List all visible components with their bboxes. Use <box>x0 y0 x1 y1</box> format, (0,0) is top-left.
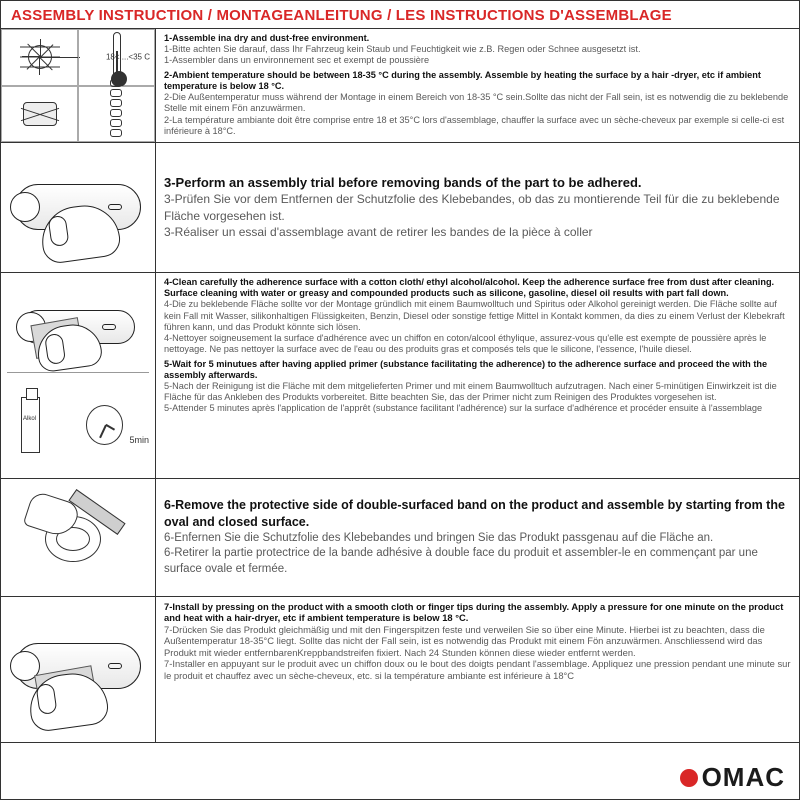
step-6-de: 6-Enfernen Sie die Schutzfolie des Klebe… <box>164 531 791 547</box>
illustration-peel-tape <box>1 479 156 596</box>
illustration-trial <box>1 143 156 272</box>
step-6-fr: 6-Retirer la partie protectrice de la ba… <box>164 546 791 577</box>
clock-label: 5min <box>129 435 149 445</box>
step-text-5: 7-Install by pressing on the product wit… <box>156 597 799 742</box>
brand-logo: OMAC <box>680 762 785 793</box>
step-7-fr: 7-Installer en appuyant sur le produit a… <box>164 658 791 681</box>
thermometer-icon: 18< ...<35 C <box>78 29 155 86</box>
step-7-en: 7-Install by pressing on the product wit… <box>164 601 791 624</box>
no-moisture-icon <box>1 86 78 143</box>
step-text-1: 1-Assemble ina dry and dust-free environ… <box>156 29 799 142</box>
snow-chain-icon <box>78 86 155 143</box>
step-text-4: 6-Remove the protective side of double-s… <box>156 479 799 596</box>
step-6-en: 6-Remove the protective side of double-s… <box>164 497 791 531</box>
step-4-en: 4-Clean carefully the adherence surface … <box>164 277 791 299</box>
step-5-fr: 5-Attender 5 minutes après l'application… <box>164 403 791 414</box>
step-4-de: 4-Die zu beklebende Fläche sollte vor de… <box>164 299 791 333</box>
step-1-en: 1-Assemble ina dry and dust-free environ… <box>164 33 791 44</box>
step-2-de: 2-Die Außentemperatur muss während der M… <box>164 92 791 114</box>
step-text-2: 3-Perform an assembly trial before remov… <box>156 143 799 272</box>
step-4-fr: 4-Nettoyer soigneusement la surface d'ad… <box>164 333 791 355</box>
illustration-clean-primer: Alkol 5min <box>1 273 156 478</box>
illustration-weather: 18< ...<35 C <box>1 29 156 142</box>
logo-dot-icon <box>680 769 698 787</box>
step-5-de: 5-Nach der Reinigung ist die Fläche mit … <box>164 381 791 403</box>
illustration-press-install <box>1 597 156 742</box>
step-2-fr: 2-La température ambiante doit être comp… <box>164 115 791 137</box>
bottle-label: Alkol <box>23 416 36 422</box>
instruction-rows: 18< ...<35 C 1-Assemble ina dry and dust… <box>1 29 799 743</box>
step-3-fr: 3-Réaliser un essai d'assemblage avant d… <box>164 224 791 240</box>
primer-bottle-icon: Alkol <box>21 397 40 453</box>
page-title: ASSEMBLY INSTRUCTION / MONTAGEANLEITUNG … <box>1 1 799 29</box>
step-row-2: 3-Perform an assembly trial before remov… <box>1 143 799 273</box>
step-1-de: 1-Bitte achten Sie darauf, dass Ihr Fahr… <box>164 44 791 55</box>
temperature-label: 18< ...<35 C <box>106 53 150 62</box>
step-1-fr: 1-Assembler dans un environnement sec et… <box>164 55 791 66</box>
step-7-de: 7-Drücken Sie das Produkt gleichmäßig un… <box>164 624 791 658</box>
step-5-en: 5-Wait for 5 minutues after having appli… <box>164 359 791 381</box>
instruction-sheet: ASSEMBLY INSTRUCTION / MONTAGEANLEITUNG … <box>0 0 800 800</box>
step-text-3: 4-Clean carefully the adherence surface … <box>156 273 799 478</box>
step-row-5: 7-Install by pressing on the product wit… <box>1 597 799 743</box>
step-row-4: 6-Remove the protective side of double-s… <box>1 479 799 597</box>
step-3-de: 3-Prüfen Sie vor dem Entfernen der Schut… <box>164 191 791 223</box>
step-3-en: 3-Perform an assembly trial before remov… <box>164 174 791 192</box>
sun-icon <box>1 29 78 86</box>
step-row-1: 18< ...<35 C 1-Assemble ina dry and dust… <box>1 29 799 143</box>
step-2-en: 2-Ambient temperature should be between … <box>164 70 791 92</box>
step-row-3: Alkol 5min 4-Clean carefully the adheren… <box>1 273 799 479</box>
logo-text: OMAC <box>702 762 785 793</box>
clock-icon <box>86 405 124 445</box>
